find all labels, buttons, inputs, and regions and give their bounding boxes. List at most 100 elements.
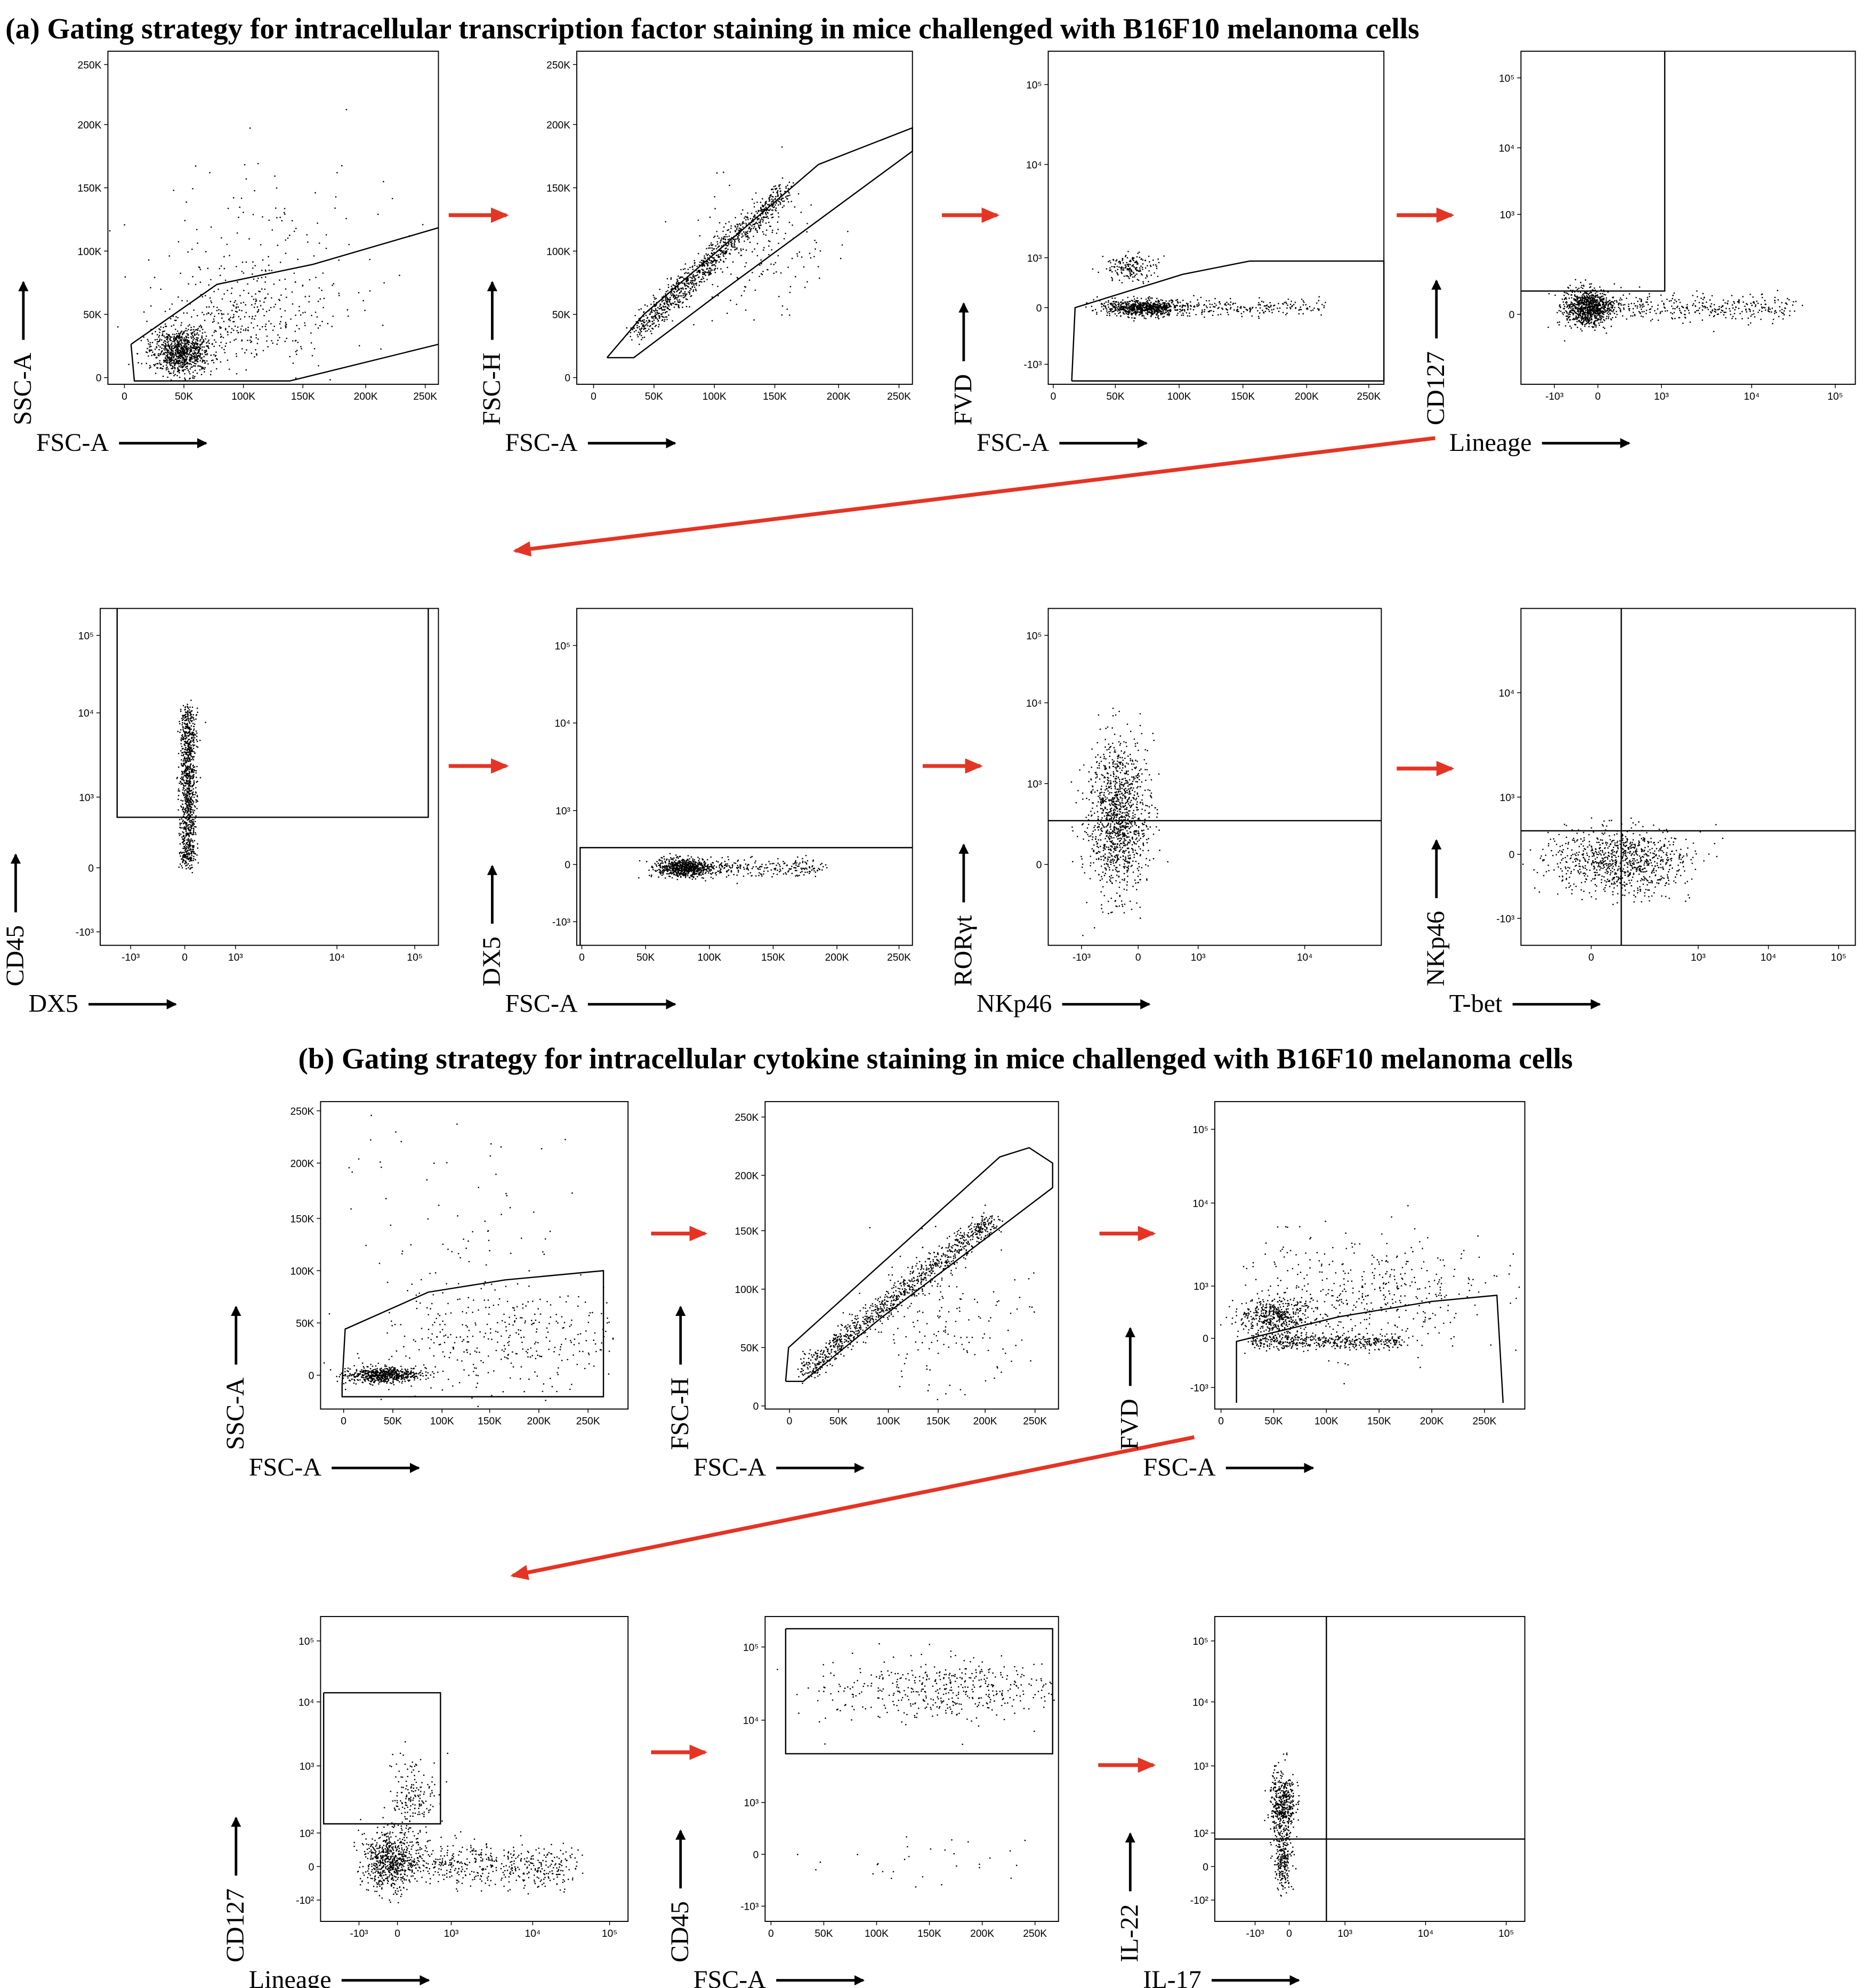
event-dot (1114, 313, 1116, 315)
event-dot (171, 346, 173, 348)
event-dot (1575, 296, 1577, 297)
event-dot (1217, 308, 1219, 310)
event-dot (1588, 298, 1591, 300)
event-dot (1600, 300, 1602, 302)
event-dot (314, 192, 316, 194)
event-dot (1113, 301, 1115, 303)
event-dot (196, 332, 198, 334)
event-dot (167, 376, 168, 378)
event-dot (187, 325, 189, 327)
event-dot (124, 224, 126, 226)
event-dot (268, 256, 269, 257)
event-dot (178, 346, 179, 348)
event-dot (666, 319, 668, 320)
event-dot (236, 265, 237, 268)
event-dot (199, 369, 201, 371)
event-dot (167, 339, 168, 341)
event-dot (309, 279, 311, 281)
event-dot (233, 301, 236, 303)
event-dot (730, 249, 732, 250)
event-dot (219, 327, 221, 329)
event-dot (292, 362, 294, 364)
event-dot (1137, 302, 1139, 304)
event-dot (1133, 276, 1135, 278)
event-dot (676, 298, 678, 300)
event-dot (195, 346, 197, 348)
event-dot (184, 377, 186, 379)
event-dot (1679, 310, 1681, 311)
event-dot (1772, 318, 1775, 320)
event-dot (1140, 258, 1142, 260)
event-dot (1151, 297, 1153, 299)
event-dot (1129, 273, 1131, 275)
event-dot (1133, 298, 1135, 300)
event-dot (1608, 311, 1609, 313)
event-dot (1270, 306, 1272, 308)
event-dot (1627, 305, 1630, 308)
event-dot (173, 348, 174, 350)
event-dot (181, 334, 183, 335)
event-dot (1583, 293, 1585, 295)
event-dot (1112, 303, 1114, 305)
event-dot (338, 295, 340, 296)
event-dot (265, 270, 267, 272)
event-dot (147, 348, 148, 350)
event-dot (760, 259, 762, 261)
event-dot (240, 331, 241, 333)
event-dot (1777, 299, 1779, 301)
event-dot (692, 269, 694, 270)
event-dot (778, 243, 779, 244)
event-dot (1312, 309, 1314, 311)
event-dot (207, 341, 209, 343)
event-dot (1606, 310, 1608, 312)
event-dot (156, 357, 158, 359)
event-dot (762, 219, 764, 221)
event-dot (148, 355, 149, 357)
event-dot (1588, 322, 1590, 325)
event-dot (193, 346, 195, 348)
event-dot (317, 222, 318, 224)
event-dot (223, 293, 225, 295)
event-dot (1571, 291, 1574, 293)
event-dot (670, 298, 672, 301)
event-dot (1237, 306, 1239, 308)
event-dot (783, 200, 785, 202)
event-dot (768, 245, 770, 247)
event-dot (279, 279, 280, 281)
event-dot (1587, 300, 1590, 302)
event-dot (665, 316, 667, 318)
event-dot (1184, 305, 1187, 307)
event-dot (206, 360, 208, 362)
event-dot (1741, 311, 1743, 313)
event-dot (1227, 303, 1229, 305)
event-dot (711, 320, 713, 322)
event-dot (664, 302, 666, 304)
event-dot (1659, 312, 1661, 314)
event-dot (196, 358, 198, 360)
x-tick-label: 200K (827, 391, 851, 402)
event-dot (1159, 302, 1160, 304)
event-dot (1179, 305, 1181, 307)
event-dot (682, 288, 684, 290)
event-dot (298, 310, 300, 312)
event-dot (317, 301, 319, 302)
event-dot (1612, 296, 1614, 298)
event-dot (756, 223, 759, 224)
event-dot (1592, 297, 1594, 299)
event-dot (236, 330, 238, 332)
event-dot (179, 366, 181, 368)
event-dot (1580, 315, 1582, 317)
event-dot (256, 354, 258, 356)
event-dot (1568, 321, 1569, 324)
event-dot (1596, 311, 1599, 313)
event-dot (763, 233, 765, 235)
event-dot (1586, 293, 1587, 295)
event-dot (187, 362, 189, 364)
event-dot (181, 351, 183, 353)
event-dot (189, 324, 191, 326)
event-dot (753, 203, 755, 204)
event-dot (638, 309, 640, 311)
event-dot (777, 221, 779, 223)
event-dot (184, 338, 186, 341)
event-dot (779, 188, 781, 189)
